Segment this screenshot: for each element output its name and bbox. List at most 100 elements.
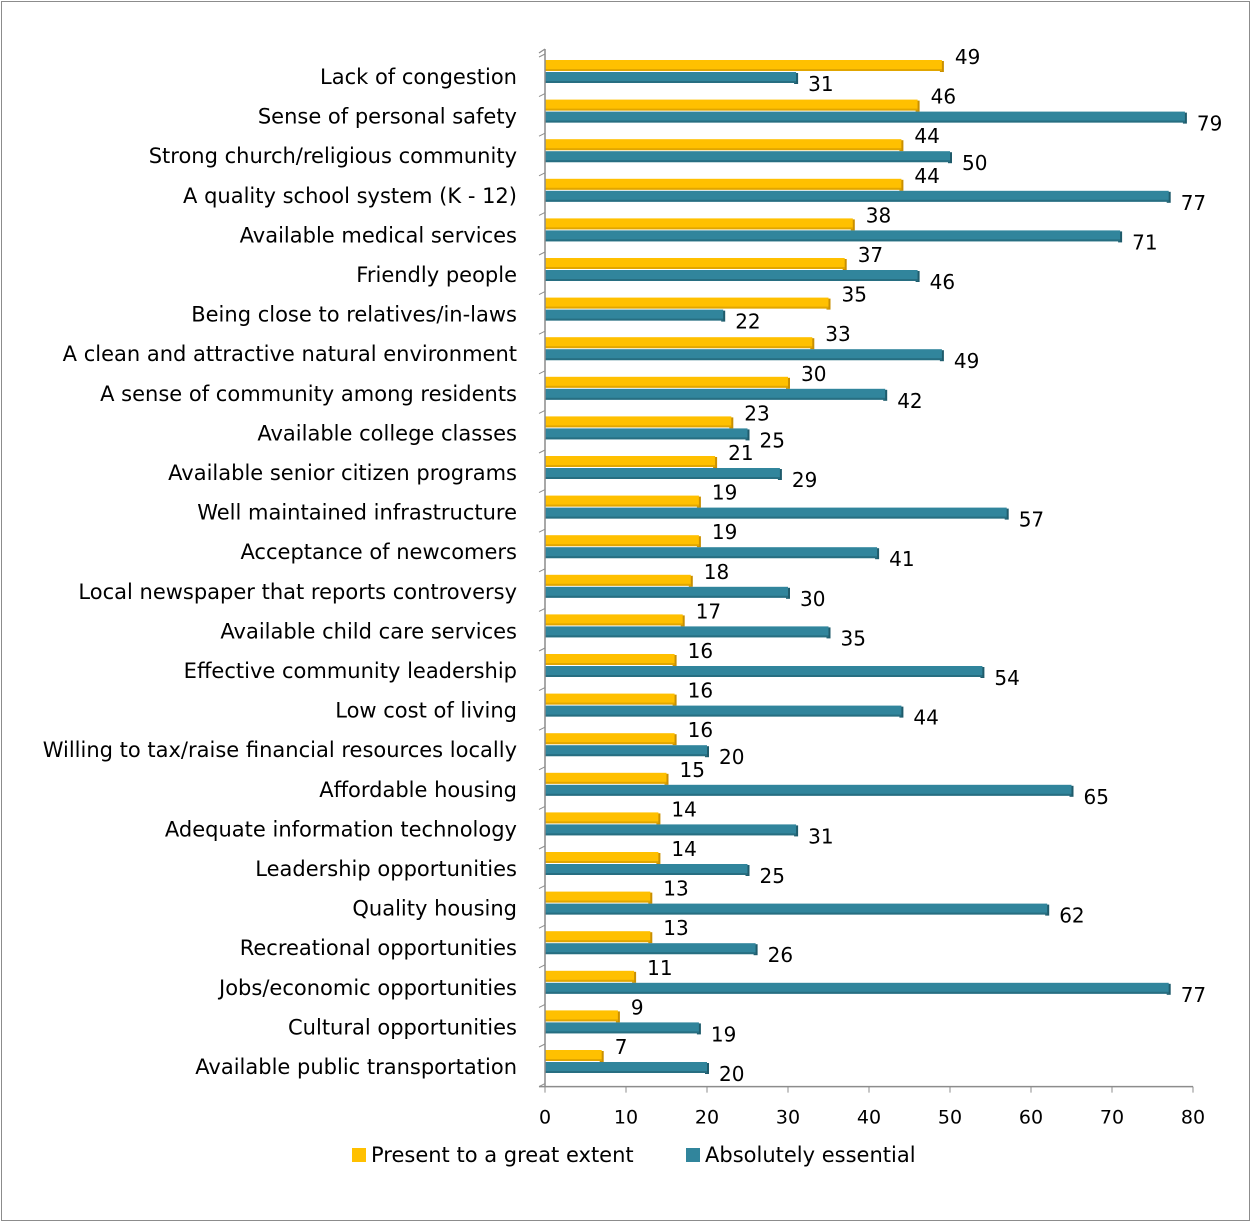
y-tick [538, 568, 546, 573]
bar-bottom-shade [545, 81, 797, 83]
value-label-present: 19 [712, 520, 737, 544]
bar-present [545, 693, 675, 705]
bar-essential [545, 388, 886, 400]
x-tick-label: 20 [695, 1107, 719, 1129]
value-label-present: 9 [631, 995, 644, 1019]
category-label: Sense of personal safety [258, 105, 517, 129]
bar-essential [545, 349, 942, 361]
y-tick [538, 132, 546, 137]
bar-bottom-shade [545, 306, 829, 309]
value-label-present: 35 [842, 283, 867, 307]
y-tick [538, 964, 546, 969]
bar-present [545, 733, 675, 745]
category-label: Friendly people [356, 263, 517, 287]
value-label-essential: 19 [711, 1022, 736, 1046]
bar-essential [545, 626, 829, 638]
bar-bottom-shade [545, 595, 788, 598]
category-label: Adequate information technology [165, 817, 517, 841]
value-label-essential: 26 [768, 943, 793, 967]
category-label: A quality school system (K - 12) [183, 184, 517, 208]
legend: Present to a great extent Absolutely esse… [352, 1143, 916, 1167]
bar-present [545, 60, 942, 71]
y-tick [538, 251, 546, 256]
bar-essential [545, 190, 1169, 202]
y-tick [538, 885, 546, 890]
value-label-present: 33 [825, 322, 850, 346]
value-label-present: 18 [704, 560, 729, 584]
bar-bottom-shade [545, 504, 699, 507]
bar-bottom-shade [545, 821, 659, 824]
value-label-present: 21 [728, 441, 753, 465]
value-label-essential: 77 [1181, 191, 1206, 215]
bar-bottom-shade [545, 358, 942, 361]
legend-swatch-essential [686, 1148, 700, 1162]
value-label-present: 14 [671, 797, 696, 821]
bar-bottom-shade [545, 781, 667, 784]
bar-present [545, 258, 845, 269]
category-label: Lack of congestion [320, 65, 517, 89]
value-label-present: 44 [914, 164, 939, 188]
bar-bottom-shade [545, 437, 748, 440]
bar-essential [545, 1022, 699, 1034]
bar-bottom-shade [545, 160, 950, 163]
y-tick [538, 1003, 546, 1008]
bar-present [545, 772, 667, 784]
category-label: Well maintained infrastructure [197, 501, 517, 525]
bar-present [545, 218, 853, 230]
y-tick [538, 845, 546, 850]
y-tick [538, 291, 546, 296]
y-tick [538, 805, 546, 810]
bar-essential [545, 111, 1185, 123]
bar-bottom-shade [545, 318, 724, 321]
bar-bottom-shade [545, 227, 853, 230]
category-label: Affordable housing [319, 778, 517, 802]
value-label-essential: 44 [913, 706, 938, 730]
bar-essential [545, 309, 724, 321]
category-label: A sense of community among residents [100, 382, 517, 406]
bar-essential [545, 428, 748, 440]
y-tick [538, 1043, 546, 1048]
bar-essential [545, 270, 918, 281]
bar-present [545, 456, 716, 467]
bar-bottom-shade [545, 397, 886, 400]
value-label-present: 13 [663, 916, 688, 940]
y-tick [538, 1083, 546, 1088]
category-label: A clean and attractive natural environme… [63, 342, 517, 366]
category-label: Effective community leadership [184, 659, 517, 683]
y-tick [538, 370, 546, 375]
bar-marks [545, 60, 1187, 1074]
bar-present [545, 495, 699, 507]
bar-bottom-shade [545, 1019, 618, 1022]
y-tick [538, 528, 546, 533]
value-label-essential: 25 [760, 864, 785, 888]
y-tick [538, 53, 546, 58]
category-label: Local newspaper that reports controversy [78, 580, 517, 604]
value-label-present: 46 [931, 85, 956, 109]
category-label: Available senior citizen programs [168, 461, 517, 485]
value-label-essential: 49 [954, 349, 979, 373]
bar-essential [545, 784, 1072, 796]
y-tick [538, 766, 546, 771]
bar-essential [545, 1062, 707, 1073]
value-label-essential: 65 [1084, 785, 1109, 809]
bar-present [545, 535, 699, 547]
bar-essential [545, 903, 1048, 915]
bar-bottom-shade [545, 425, 732, 428]
value-label-essential: 20 [719, 1062, 744, 1086]
bar-essential [545, 666, 983, 677]
bar-bottom-shade [545, 346, 813, 349]
value-label-essential: 54 [994, 666, 1019, 690]
legend-swatch-present [352, 1148, 366, 1162]
value-label-present: 16 [688, 679, 713, 703]
bar-present [545, 931, 651, 943]
value-label-present: 19 [712, 481, 737, 505]
bar-bottom-shade [545, 583, 691, 586]
value-label-essential: 62 [1059, 904, 1084, 928]
x-tick-label: 40 [857, 1107, 881, 1129]
bar-bottom-shade [545, 663, 675, 665]
x-tick-label: 10 [614, 1107, 638, 1129]
bar-bottom-shade [545, 1071, 707, 1073]
bar-essential [545, 72, 797, 83]
x-tick-label: 70 [1100, 1107, 1124, 1129]
legend-label-essential: Absolutely essential [705, 1143, 916, 1167]
